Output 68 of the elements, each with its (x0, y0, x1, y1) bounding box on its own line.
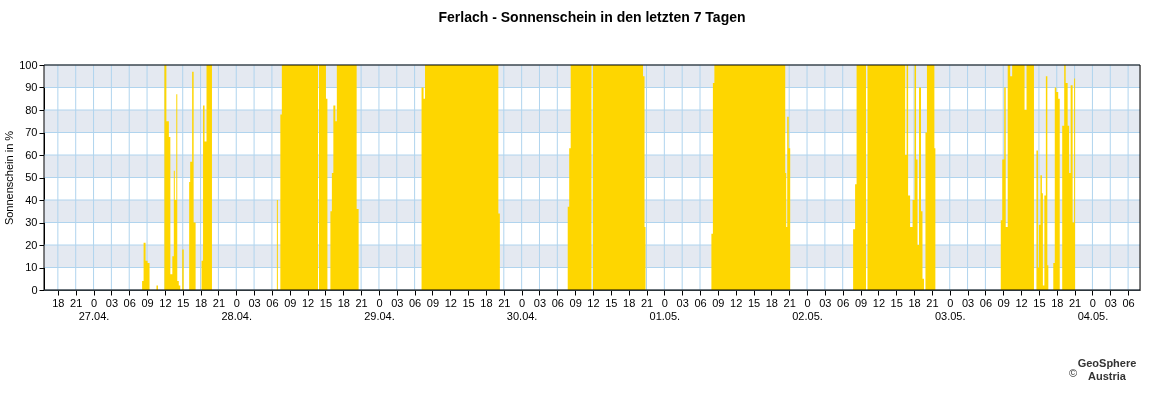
x-tick-label: 21 (498, 296, 511, 309)
y-tick-label: 40 (25, 193, 38, 206)
chart-title: Ferlach - Sonnenschein in den letzten 7 Tagen (438, 9, 746, 25)
x-tick-label: 21 (212, 296, 226, 309)
x-tick-label: 06 (979, 296, 993, 309)
y-tick-label: 90 (25, 81, 38, 93)
x-tick-label: 06 (551, 296, 564, 309)
y-tick-label: 20 (25, 238, 38, 251)
x-tick-label: 12 (587, 296, 600, 309)
x-tick-label: 15 (605, 296, 618, 309)
x-tick-label: 21 (1068, 296, 1082, 309)
x-tick-label: 06 (837, 296, 850, 309)
x-tick-label: 09 (997, 296, 1010, 309)
x-tick-label: 12 (730, 296, 743, 309)
x-tick-label: 06 (408, 296, 422, 309)
x-tick-label: 06 (1122, 296, 1135, 309)
x-tick-label: 03 (248, 296, 261, 309)
x-tick-label: 03 (676, 296, 689, 309)
x-tick-label: 06 (266, 296, 279, 309)
x-tick-label: 15 (747, 296, 761, 309)
x-tick-label: 18 (337, 296, 350, 309)
x-tick-label: 15 (319, 296, 333, 309)
x-tick-label: 12 (159, 296, 172, 309)
x-tick-label: 09 (141, 296, 154, 309)
x-tick-label: 12 (444, 296, 457, 309)
x-tick-label: 21 (355, 296, 368, 309)
y-tick-label: 10 (25, 261, 38, 273)
x-tick-label: 03 (961, 296, 975, 309)
x-tick-label: 06 (694, 296, 707, 309)
y-tick-label: 50 (25, 171, 38, 183)
x-tick-label: 21 (783, 296, 796, 309)
x-tick-label: 15 (177, 296, 190, 309)
x-tick-label: 21 (640, 296, 654, 309)
x-tick-label: 15 (462, 296, 475, 309)
x-tick-label: 03 (819, 296, 832, 309)
x-tick-label: 09 (569, 296, 582, 309)
x-tick-label: 06 (123, 296, 136, 309)
x-tick-label: 09 (426, 296, 440, 309)
x-tick-label: 12 (872, 296, 886, 309)
x-tick-label: 21 (70, 296, 83, 309)
x-tick-label: 18 (194, 296, 208, 309)
x-tick-label: 15 (890, 296, 903, 309)
x-tick-label: 03 (533, 296, 547, 309)
y-tick-label: 30 (25, 216, 38, 228)
x-tick-label: 18 (1051, 296, 1064, 309)
x-tick-label: 09 (854, 296, 868, 309)
y-tick-label: 70 (25, 126, 38, 138)
x-tick-label: 09 (284, 296, 297, 309)
x-tick-label: 18 (52, 296, 65, 309)
x-tick-label: 15 (1033, 296, 1046, 309)
text: © (1068, 367, 1078, 379)
x-tick-label: 18 (908, 296, 921, 309)
x-tick-label: 12 (1015, 296, 1028, 309)
text: GeoSphere Austria (1077, 357, 1137, 382)
x-tick-label: 18 (765, 296, 778, 309)
x-tick-label: 03 (105, 296, 119, 309)
y-tick-label: 60 (25, 148, 38, 161)
y-axis-title: Sonnenschein in % (3, 130, 16, 226)
x-tick-label: 09 (712, 296, 725, 309)
y-tick-label: 80 (25, 103, 38, 116)
x-tick-label: 18 (623, 296, 636, 309)
y-tick-label: 0 (31, 283, 38, 296)
y-tick-label: 100 (19, 58, 38, 71)
x-tick-label: 03 (391, 296, 404, 309)
x-tick-label: 03 (1104, 296, 1117, 309)
x-tick-label: 18 (480, 296, 493, 309)
x-tick-label: 21 (926, 296, 939, 309)
x-tick-label: 12 (301, 296, 315, 309)
